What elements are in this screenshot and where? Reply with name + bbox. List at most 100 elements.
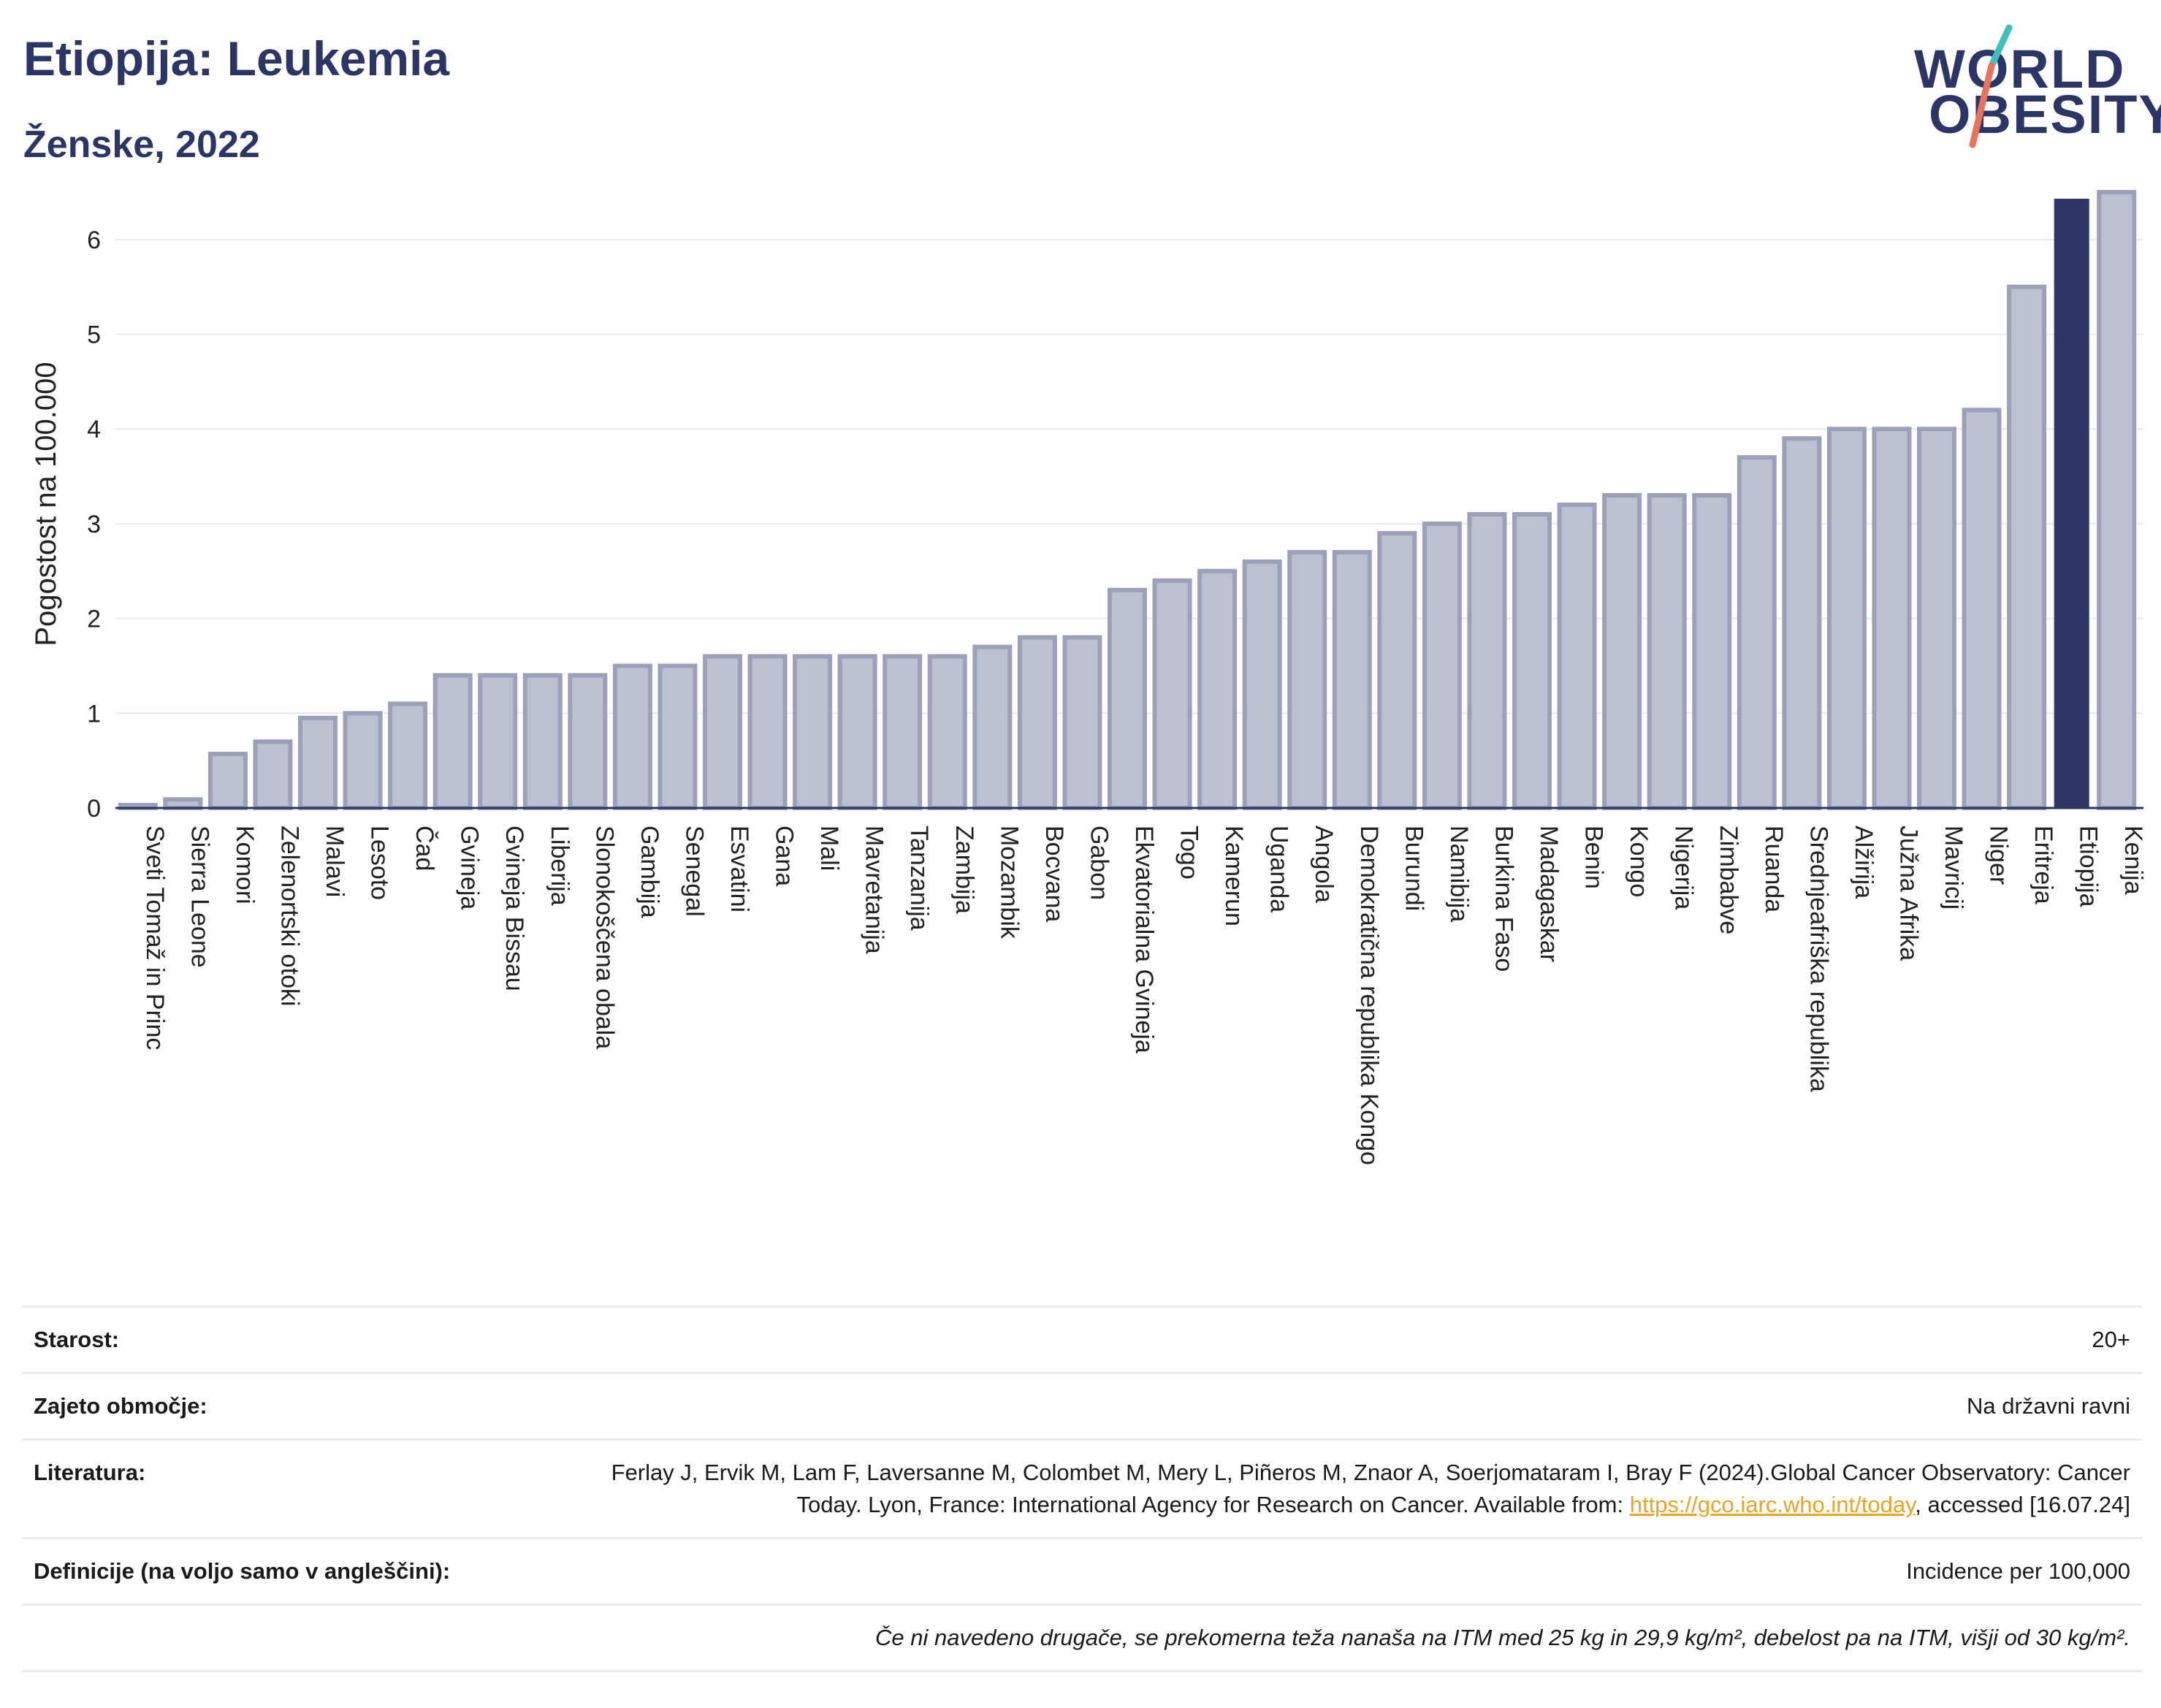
x-tick-label: Mozambik bbox=[995, 826, 1023, 939]
bar-chart: 0 1 2 3 4 5 6 Pogostost na 100.000 Sveti Tomaž i… bbox=[30, 189, 2147, 1165]
literature-accessed: , accessed [16.07.24] bbox=[1915, 1492, 2130, 1517]
x-tick-label: Gabon bbox=[1085, 826, 1113, 900]
x-tick-label: Namibija bbox=[1445, 826, 1473, 922]
x-tick-label: Benin bbox=[1580, 826, 1608, 889]
x-tick-label: Zimbabve bbox=[1715, 826, 1742, 934]
x-tick-label: Srednjeafriška republika bbox=[1804, 826, 1832, 1092]
x-tick-label: Mavretanija bbox=[861, 826, 888, 954]
info-row-definitions: Definicije (na voljo samo v angleščini):… bbox=[22, 1539, 2142, 1606]
world-obesity-logo: WORLD OBESITY bbox=[1899, 22, 2161, 153]
bar bbox=[2007, 284, 2047, 810]
coverage-value: Na državni ravni bbox=[1967, 1393, 2130, 1419]
literature-text: Ferlay J, Ervik M, Lam F, Laversanne M, … bbox=[611, 1460, 2130, 1517]
x-tick-label: Zelenortski otoki bbox=[275, 826, 303, 1007]
x-tick-label: Burundi bbox=[1400, 826, 1428, 911]
bar bbox=[2097, 189, 2137, 810]
bar bbox=[522, 673, 563, 811]
y-tick-label: 0 bbox=[87, 795, 101, 823]
y-axis-title: Pogostost na 100.000 bbox=[30, 362, 62, 646]
page-subtitle: Ženske, 2022 bbox=[23, 123, 260, 166]
x-tick-label: Burkina Faso bbox=[1490, 826, 1517, 972]
page-title: Etiopija: Leukemia bbox=[23, 31, 450, 85]
y-tick-label: 2 bbox=[87, 606, 101, 633]
x-tick-label: Alžirija bbox=[1850, 826, 1878, 899]
bar bbox=[1197, 568, 1238, 810]
y-tick-label: 6 bbox=[87, 226, 101, 254]
x-tick-label: Madagaskar bbox=[1535, 826, 1563, 962]
x-tick-label: Uganda bbox=[1265, 826, 1293, 912]
x-tick-label: Slonokoščena obala bbox=[590, 826, 618, 1049]
x-tick-label: Komori bbox=[231, 826, 259, 904]
bar bbox=[1017, 635, 1057, 811]
bar bbox=[1152, 578, 1192, 811]
logo-slash-icon bbox=[1969, 24, 2013, 148]
bar bbox=[883, 654, 923, 811]
x-tick-label: Liberija bbox=[546, 826, 573, 906]
bar bbox=[1467, 511, 1507, 810]
bar bbox=[1647, 493, 1687, 810]
bar bbox=[297, 715, 338, 811]
bar bbox=[388, 701, 428, 810]
x-tick-label: Gvineja bbox=[456, 826, 484, 910]
x-tick-label: Senegal bbox=[680, 826, 708, 917]
bar bbox=[163, 797, 203, 810]
bar bbox=[793, 654, 833, 811]
bar bbox=[1287, 549, 1327, 810]
x-tick-label: Kamerun bbox=[1220, 826, 1248, 926]
literature-link[interactable]: https://gco.iarc.who.int/today bbox=[1629, 1492, 1916, 1517]
definitions-label: Definicije (na voljo samo v angleščini): bbox=[34, 1558, 451, 1584]
x-tick-label: Zambija bbox=[950, 826, 978, 914]
bar bbox=[343, 711, 383, 811]
bar bbox=[1557, 502, 1597, 811]
bar bbox=[1242, 559, 1282, 811]
x-tick-label: Ekvatorialna Gvineja bbox=[1130, 826, 1158, 1053]
info-row-coverage: Zajeto območje: Na državni ravni bbox=[22, 1374, 2142, 1441]
bar bbox=[702, 654, 743, 811]
x-tick-label: Gvineja Bissau bbox=[500, 826, 528, 991]
bar bbox=[972, 644, 1013, 810]
bar bbox=[1872, 427, 1912, 810]
bar bbox=[1916, 427, 1957, 810]
x-tick-label: Gana bbox=[771, 826, 799, 886]
x-tick-label: Tanzanija bbox=[905, 826, 933, 931]
bar bbox=[478, 673, 518, 811]
bar bbox=[658, 663, 698, 810]
bar bbox=[1377, 530, 1417, 810]
bar bbox=[1512, 511, 1552, 810]
coverage-label: Zajeto območje: bbox=[34, 1393, 207, 1419]
bar bbox=[1782, 436, 1822, 810]
x-tick-label: Kongo bbox=[1625, 826, 1653, 897]
x-tick-label: Bocvana bbox=[1040, 826, 1068, 922]
info-row-literature: Literatura: Ferlay J, Ervik M, Lam F, La… bbox=[22, 1441, 2142, 1539]
x-tick-label: Togo bbox=[1175, 826, 1203, 880]
x-tick-label: Južna Afrika bbox=[1894, 826, 1922, 961]
bar bbox=[747, 654, 788, 811]
y-tick-label: 4 bbox=[87, 416, 101, 443]
literature-value: Ferlay J, Ervik M, Lam F, Laversanne M, … bbox=[611, 1457, 2130, 1521]
bar bbox=[1107, 587, 1148, 810]
bar bbox=[1332, 549, 1372, 810]
x-tick-label: Etiopija bbox=[2075, 826, 2103, 907]
x-tick-label: Angola bbox=[1310, 826, 1338, 903]
bar bbox=[207, 752, 248, 811]
bar bbox=[253, 739, 293, 810]
x-tick-label: Esvatini bbox=[725, 826, 753, 912]
x-tick-label: Demokratična republika Kongo bbox=[1355, 826, 1383, 1165]
x-tick-label: Malavi bbox=[321, 826, 348, 897]
x-tick-label: Niger bbox=[1985, 826, 2013, 885]
bar bbox=[1422, 521, 1462, 811]
logo-line-2: OBESITY bbox=[1929, 84, 2161, 145]
x-tick-label: Čad bbox=[411, 826, 438, 871]
info-row-note: Če ni navedeno drugače, se prekomerna te… bbox=[22, 1606, 2142, 1672]
bar bbox=[837, 654, 877, 811]
bar bbox=[432, 673, 473, 811]
bar bbox=[1602, 493, 1642, 810]
x-tick-label: Kenija bbox=[2119, 826, 2147, 895]
x-tick-label: Sierra Leone bbox=[186, 826, 213, 968]
x-tick-label: Sveti Tomaž in Princ bbox=[141, 826, 169, 1050]
x-tick-label: Eritreja bbox=[2029, 826, 2057, 904]
info-row-age: Starost: 20+ bbox=[22, 1308, 2142, 1374]
x-tick-label: Ruanda bbox=[1760, 826, 1788, 912]
y-tick-label: 5 bbox=[87, 321, 101, 349]
age-label: Starost: bbox=[34, 1327, 120, 1352]
